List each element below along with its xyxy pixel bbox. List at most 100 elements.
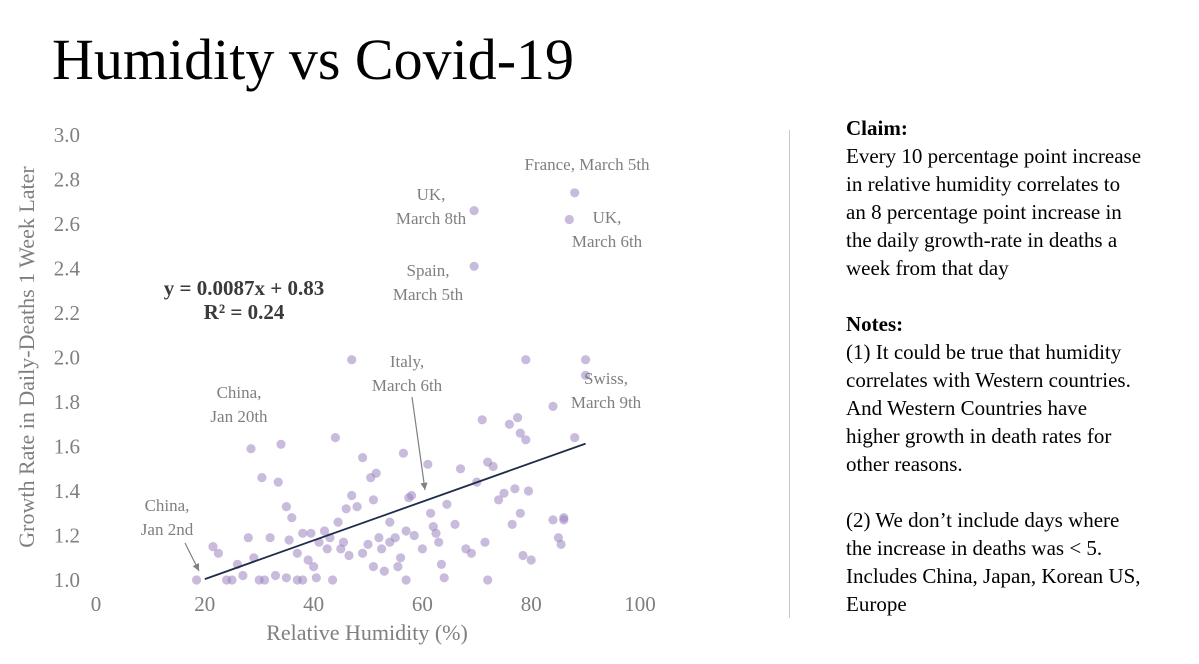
data-point: [243, 533, 253, 543]
notes-heading: Notes:: [846, 312, 904, 336]
data-points: [192, 188, 591, 585]
y-tick-label: 3.0: [54, 123, 80, 147]
trendline-group: [204, 442, 586, 580]
data-point: [431, 528, 441, 538]
slide-title: Humidity vs Covid-19: [52, 27, 575, 92]
data-point: [385, 517, 395, 527]
side-panel: Claim: Every 10 percentage point increas…: [846, 114, 1191, 618]
x-tick-label: 40: [303, 592, 324, 616]
data-point: [581, 370, 591, 380]
data-point: [328, 575, 338, 585]
point-annotation: Swiss, March 9th: [571, 369, 642, 412]
data-point: [281, 502, 291, 512]
data-point: [515, 428, 525, 438]
data-point: [510, 484, 520, 494]
note-1: (1) It could be true that humidity corre…: [846, 340, 1131, 476]
data-point: [192, 575, 202, 585]
data-point: [507, 519, 517, 530]
data-point: [439, 573, 449, 583]
data-point: [483, 575, 493, 585]
data-point: [292, 548, 302, 558]
data-point: [273, 477, 283, 487]
y-tick-label: 2.6: [54, 212, 80, 236]
data-point: [344, 550, 354, 561]
data-point: [341, 504, 351, 514]
data-point: [521, 355, 531, 365]
data-point: [398, 448, 408, 458]
data-point: [330, 433, 340, 443]
data-point: [319, 526, 330, 536]
data-point: [548, 515, 558, 525]
data-point: [518, 550, 528, 561]
point-annotation: France, March 5th: [524, 155, 650, 174]
data-point: [306, 528, 316, 538]
data-point: [246, 444, 256, 454]
trendline: [204, 442, 586, 580]
data-point: [504, 419, 514, 429]
data-point: [379, 566, 389, 576]
claim-text: Every 10 percentage point increase in re…: [846, 144, 1142, 280]
data-point: [556, 539, 566, 550]
data-point: [298, 575, 308, 585]
data-point: [436, 559, 446, 570]
point-annotation: UK, March 8th: [396, 185, 467, 228]
data-point: [559, 515, 569, 525]
data-point: [426, 508, 436, 518]
data-point: [281, 573, 291, 583]
x-tick-label: 0: [91, 592, 102, 616]
r-squared-label: R² = 0.24: [204, 300, 285, 324]
point-annotation: UK, March 6th: [572, 208, 643, 251]
data-point: [499, 488, 509, 498]
point-annotation: China, Jan 2nd: [141, 496, 194, 539]
data-point: [338, 537, 349, 547]
y-tick-label: 1.4: [54, 479, 81, 503]
data-point: [434, 537, 444, 547]
data-point: [352, 502, 362, 512]
data-point: [469, 261, 479, 271]
x-tick-label: 60: [412, 592, 433, 616]
data-point: [393, 562, 403, 572]
data-point: [333, 517, 343, 527]
y-tick-label: 1.8: [54, 390, 80, 414]
data-point: [480, 537, 490, 547]
trendline-equation: y = 0.0087x + 0.83: [164, 276, 324, 300]
data-point: [548, 401, 558, 411]
data-point: [513, 413, 523, 423]
panel-divider: [789, 130, 790, 618]
data-point: [368, 495, 378, 505]
note-2: (2) We don’t include days where the incr…: [846, 508, 1141, 616]
data-point: [401, 526, 411, 536]
data-point: [521, 435, 531, 445]
data-point: [523, 486, 534, 496]
data-point: [469, 206, 479, 216]
data-point: [570, 188, 580, 198]
point-annotation: China, Jan 20th: [210, 383, 268, 426]
data-point: [213, 548, 223, 558]
data-point: [570, 433, 580, 443]
data-point: [276, 439, 286, 449]
y-tick-label: 2.0: [54, 346, 80, 370]
data-point: [442, 499, 452, 509]
data-point: [406, 490, 417, 501]
data-point: [270, 570, 281, 581]
x-tick-label: 20: [194, 592, 215, 616]
x-tick-label: 100: [624, 592, 656, 616]
data-point: [371, 468, 381, 478]
italy-arrow: [411, 396, 428, 491]
claim-heading: Claim:: [846, 116, 908, 140]
point-annotation: Spain, March 5th: [393, 261, 464, 304]
data-point: [284, 535, 294, 545]
data-point: [401, 575, 411, 585]
data-point: [238, 570, 248, 581]
data-point: [581, 355, 591, 365]
china-jan2-arrow: [184, 542, 200, 572]
data-point: [368, 562, 378, 572]
y-tick-label: 2.2: [54, 301, 80, 325]
data-point: [303, 555, 313, 565]
annotations: France, March 5th UK, March 8th UK, March 6t…: [141, 155, 650, 572]
data-point: [265, 533, 275, 543]
data-point: [423, 459, 433, 469]
point-annotation: Italy, March 6th: [372, 352, 443, 395]
data-point: [488, 461, 498, 472]
data-point: [455, 464, 466, 474]
